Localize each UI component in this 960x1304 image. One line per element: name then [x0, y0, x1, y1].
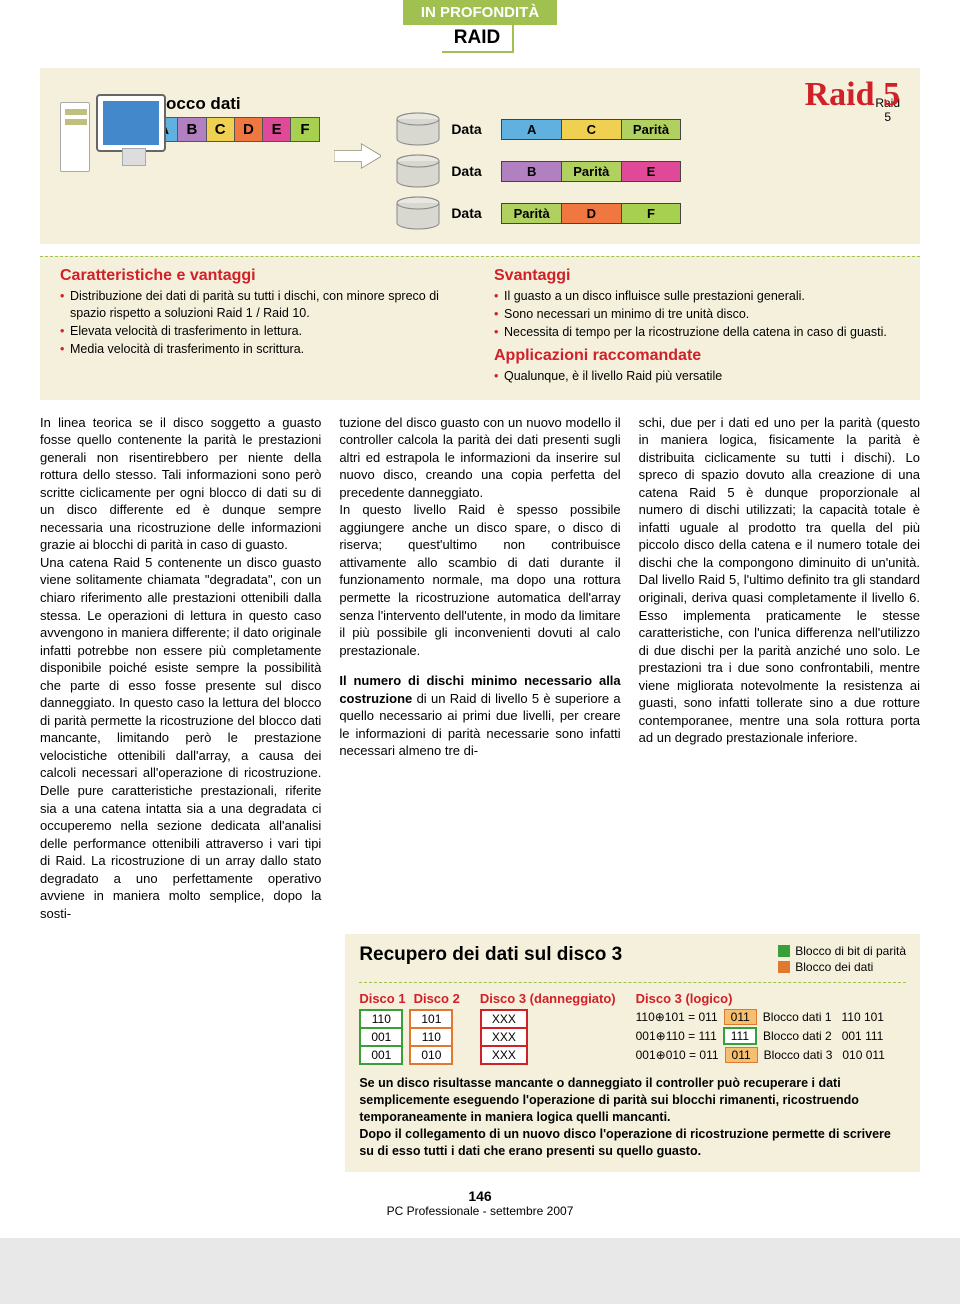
publication: PC Professionale - settembre 2007 — [40, 1204, 920, 1218]
cylinder-icon — [395, 112, 441, 146]
stripe-cell: C — [562, 120, 622, 139]
char-adv-list: Distribuzione dei dati di parità su tutt… — [60, 288, 466, 358]
body-col2a: tuzione del disco guasto con un nuovo mo… — [339, 414, 620, 660]
header: IN PROFONDITÀ RAID — [40, 0, 920, 53]
stripe-cell: F — [622, 204, 681, 223]
raid5-diagram: Raid 5 Blocco dati ABCDEF DataACParitàDa… — [40, 68, 920, 244]
body-text: In linea teorica se il disco soggetto a … — [40, 414, 920, 923]
list-item: Sono necessari un minimo di tre unità di… — [494, 306, 900, 323]
list-item: Media velocità di trasferimento in scrit… — [60, 341, 466, 358]
char-sv-heading: Svantaggi — [494, 267, 900, 285]
table-d3: XXXXXXXXX — [480, 1009, 528, 1065]
recovery-legend: Blocco di bit di parità Blocco dei dati — [778, 944, 906, 976]
list-item: Il guasto a un disco influisce sulle pre… — [494, 288, 900, 305]
table-cell: 101 — [410, 1010, 452, 1028]
data-label: Data — [451, 205, 491, 221]
stripe-cell: B — [502, 162, 562, 181]
calc-row: 001⊕110 = 111 111 Blocco dati 2 001 111 — [636, 1027, 906, 1045]
stripe-cell: E — [622, 162, 681, 181]
table-cell: XXX — [481, 1010, 527, 1028]
block-cell: D — [235, 117, 263, 142]
table-cell: 001 — [360, 1028, 402, 1046]
char-app-heading: Applicazioni raccomandate — [494, 347, 900, 365]
calc-row: 001⊕010 = 011 011 Blocco dati 3 010 011 — [636, 1047, 906, 1063]
header-title: RAID — [442, 25, 514, 53]
body-col2b: Il numero di dischi minimo necessario al… — [339, 672, 620, 760]
cylinder-icon — [395, 154, 441, 188]
block-cell: C — [207, 117, 235, 142]
cylinder-icon — [395, 196, 441, 230]
th-d1: Disco 1 — [359, 991, 405, 1006]
block-row: ABCDEF — [149, 117, 320, 142]
stripe-cell: Parità — [562, 162, 622, 181]
table-d2: 101110010 — [409, 1009, 453, 1065]
stripe-cell: D — [562, 204, 622, 223]
blocco-title: Blocco dati — [149, 94, 320, 114]
char-adv-heading: Caratteristiche e vantaggi — [60, 267, 466, 285]
table-cell: 001 — [360, 1046, 402, 1064]
disk-row: Data ACParità — [395, 112, 681, 146]
arrow-icon — [334, 128, 382, 184]
block-cell: E — [263, 117, 291, 142]
th-d3l: Disco 3 (logico) — [636, 991, 906, 1006]
th-d3: Disco 3 (danneggiato) — [480, 991, 616, 1006]
page-number: 146 — [40, 1188, 920, 1204]
table-cell: 110 — [360, 1010, 402, 1028]
calc-block: 110⊕101 = 011 011 Blocco dati 1 110 101 0… — [636, 1009, 906, 1063]
body-col1: In linea teorica se il disco soggetto a … — [40, 414, 321, 923]
stripe-cell: Parità — [622, 120, 681, 139]
list-item: Qualunque, è il livello Raid più versati… — [494, 368, 900, 385]
section-tab: IN PROFONDITÀ — [403, 0, 557, 25]
char-app-list: Qualunque, è il livello Raid più versati… — [494, 368, 900, 385]
page-footer: 146 PC Professionale - settembre 2007 — [40, 1188, 920, 1218]
disk-stack: DataACParitàDataBParitàEDataParitàDF — [395, 112, 681, 230]
list-item: Necessita di tempo per la ricostruzione … — [494, 324, 900, 341]
disk-row: Data BParitàE — [395, 154, 681, 188]
char-sv-list: Il guasto a un disco influisce sulle pre… — [494, 288, 900, 341]
data-label: Data — [451, 121, 491, 137]
block-cell: F — [291, 117, 319, 142]
stripe-row: ParitàDF — [501, 203, 681, 224]
table-cell: XXX — [481, 1046, 527, 1064]
table-cell: 110 — [410, 1028, 452, 1046]
computer-icon — [60, 94, 135, 174]
table-cell: 010 — [410, 1046, 452, 1064]
list-item: Distribuzione dei dati di parità su tutt… — [60, 288, 466, 322]
table-cell: XXX — [481, 1028, 527, 1046]
list-item: Elevata velocità di trasferimento in let… — [60, 323, 466, 340]
recovery-footer: Se un disco risultasse mancante o danneg… — [359, 1075, 906, 1159]
calc-row: 110⊕101 = 011 011 Blocco dati 1 110 101 — [636, 1009, 906, 1025]
recovery-panel: Recupero dei dati sul disco 3 Blocco di … — [345, 934, 920, 1171]
th-d2: Disco 2 — [414, 991, 460, 1006]
disk-row: Data ParitàDF — [395, 196, 681, 230]
recovery-title: Recupero dei dati sul disco 3 — [359, 944, 622, 966]
body-col3: schi, due per i dati ed uno per la parit… — [639, 414, 920, 747]
table-d1: 110001001 — [359, 1009, 403, 1065]
block-cell: B — [178, 117, 206, 142]
stripe-row: ACParità — [501, 119, 681, 140]
stripe-cell: A — [502, 120, 562, 139]
stripe-row: BParitàE — [501, 161, 681, 182]
raid5-title: Raid 5 — [805, 76, 900, 114]
characteristics-panel: Caratteristiche e vantaggi Distribuzione… — [40, 256, 920, 400]
stripe-cell: Parità — [502, 204, 562, 223]
data-label: Data — [451, 163, 491, 179]
